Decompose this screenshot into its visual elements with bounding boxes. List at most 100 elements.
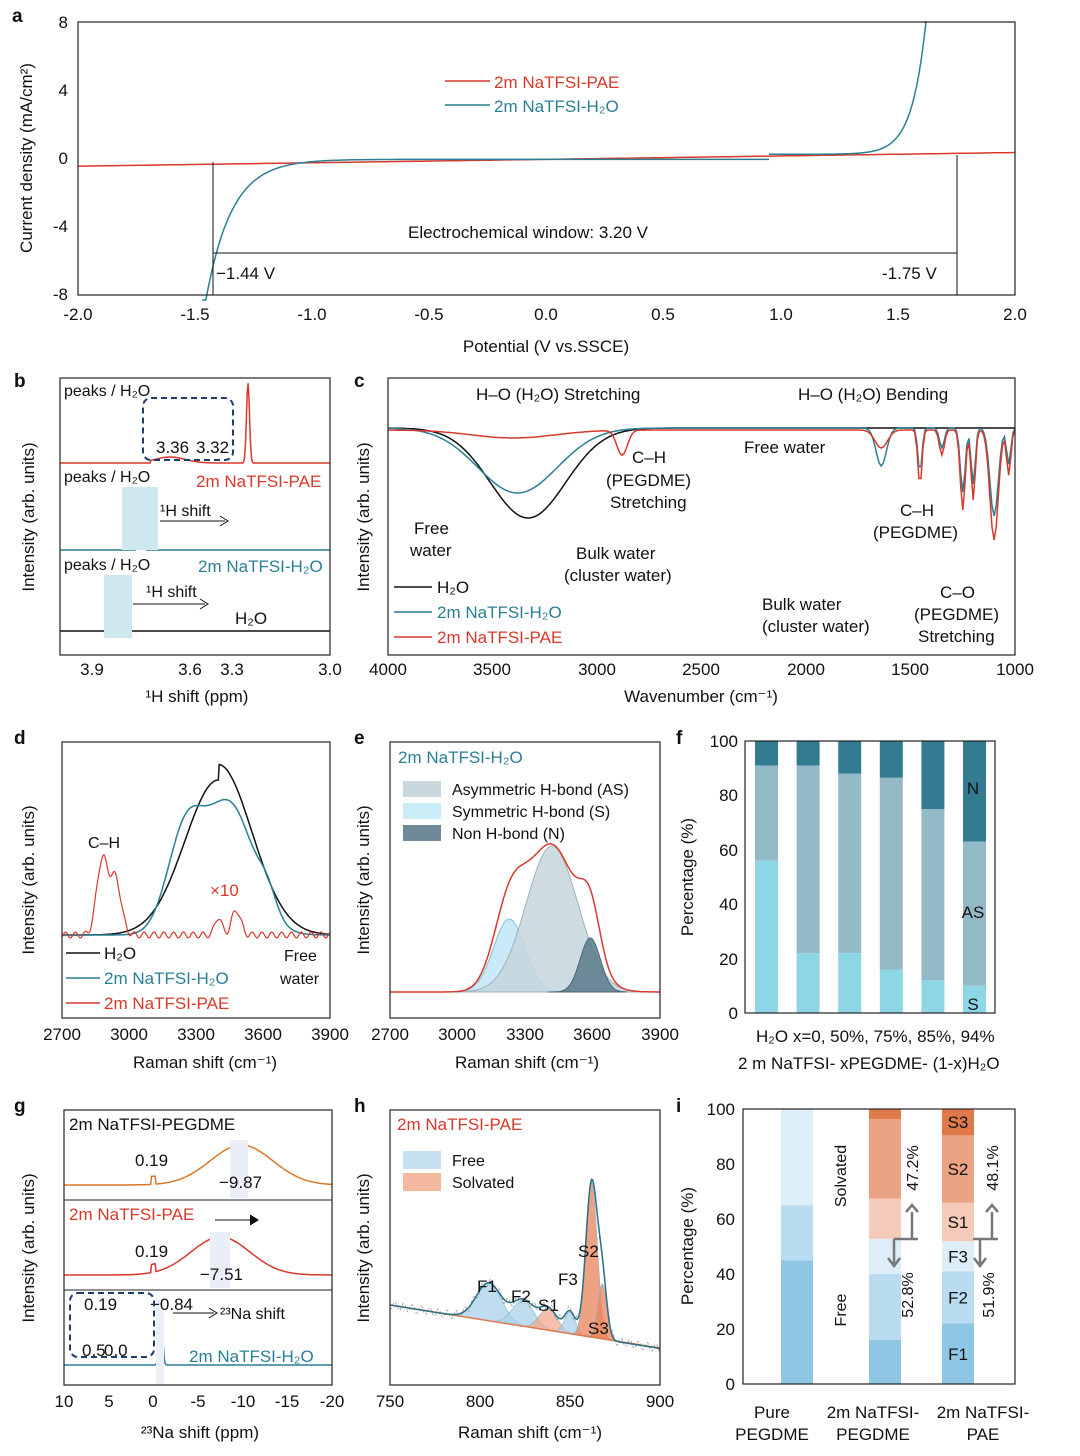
trace-h2o — [64, 1304, 332, 1366]
annotation: Bulk water — [576, 544, 656, 563]
label: peaks / H₂O — [64, 469, 150, 486]
inset-tick: 0.5 — [82, 1341, 106, 1360]
bar-F1-1 — [869, 1340, 901, 1384]
tick: 100 — [710, 732, 738, 751]
annotation: (PEGDME) — [606, 471, 691, 490]
tick: 3600 — [244, 1025, 282, 1044]
x-axis-label: Wavenumber (cm⁻¹) — [624, 687, 778, 706]
tick: 3900 — [311, 1025, 349, 1044]
trace-h2o-salt — [62, 798, 330, 936]
tick: 40 — [716, 1265, 735, 1284]
panel-e: 2m NaTFSI-H₂O Asymmetric H-bond (AS) Sym… — [354, 741, 679, 1072]
y-axis-label: Intensity (arb. units) — [19, 805, 38, 954]
tick: 60 — [719, 841, 738, 860]
legend-as: Asymmetric H-bond (AS) — [452, 782, 629, 799]
tick: 750 — [376, 1392, 404, 1411]
bar-S-0 — [755, 860, 778, 1013]
panel-d: C–H ×10 Free water H₂O 2m NaTFSI-H₂O 2m … — [19, 741, 349, 1072]
trace-label-pae: 2m NaTFSI-PAE — [196, 472, 321, 491]
annotation: C–O — [940, 583, 975, 602]
peak-label-f3: F3 — [558, 1270, 578, 1289]
tick: 3600 — [573, 1025, 611, 1044]
bar-label: AS — [962, 903, 985, 922]
bar-label: S1 — [948, 1213, 969, 1232]
annotation: C–H — [88, 835, 120, 852]
trace-label: 2m NaTFSI-PEGDME — [69, 1115, 235, 1134]
tick: 800 — [466, 1392, 494, 1411]
legend-n: Non H-bond (N) — [452, 826, 565, 843]
inset-tick: 3.32 — [196, 438, 229, 457]
tick: 10 — [55, 1392, 74, 1411]
category-label: PAE — [967, 1425, 1000, 1444]
bar-label: F2 — [948, 1288, 968, 1307]
bar-label: S3 — [948, 1113, 969, 1132]
annotation: Free — [833, 1293, 850, 1326]
legend-h2o-salt: 2m NaTFSI-H₂O — [104, 969, 229, 988]
tick: -0.5 — [414, 305, 443, 324]
bar-F1-2 — [942, 1323, 974, 1384]
shift-label: ¹H shift — [160, 503, 211, 520]
y-axis-label: Current density (mA/cm²) — [17, 63, 36, 253]
bar-F1-0 — [781, 1260, 813, 1384]
panel-b: peaks / H₂O peaks / H₂O peaks / H₂O 2m N… — [19, 377, 342, 706]
tick: -4 — [53, 217, 68, 236]
peak-as — [457, 845, 650, 993]
bar-S2-2 — [942, 1135, 974, 1203]
panel-letter-g: g — [14, 1096, 26, 1117]
bar-S1-2 — [942, 1202, 974, 1242]
bar-S-5 — [963, 985, 986, 1013]
fit-envelope — [390, 843, 660, 993]
peak-label: −7.51 — [200, 1265, 243, 1284]
tick: -8 — [53, 285, 68, 304]
x-axis-label: Raman shift (cm⁻¹) — [133, 1053, 277, 1072]
tick: 3.0 — [318, 660, 342, 679]
bar-label: S — [967, 995, 978, 1014]
category-label: 2m NaTFSI- — [827, 1403, 920, 1422]
bar-N-4 — [921, 741, 945, 809]
legend-pae: 2m NaTFSI-PAE — [437, 628, 562, 647]
tick: 100 — [707, 1100, 735, 1119]
annotation: Bulk water — [762, 595, 842, 614]
series-h2o-oer — [769, 21, 927, 155]
tick: 2.0 — [1003, 305, 1027, 324]
annotation: (PEGDME) — [914, 605, 999, 624]
annotation: Free water — [744, 438, 826, 457]
panel-letter-h: h — [354, 1096, 366, 1117]
annotation: (PEGDME) — [873, 523, 958, 542]
legend-free: Free — [452, 1153, 485, 1170]
tick: 0.0 — [534, 305, 558, 324]
panel-letter-f: f — [676, 728, 683, 749]
inset-tick: 0.0 — [104, 1341, 128, 1360]
panel-a: -2.0 -1.5 -1.0 -0.5 0.0 0.5 1.0 1.5 2.0 … — [17, 13, 1027, 356]
bar-label: F3 — [948, 1247, 968, 1266]
category-label: Pure — [754, 1403, 790, 1422]
x-axis-label: Raman shift (cm⁻¹) — [458, 1423, 602, 1442]
panel-letter-d: d — [14, 728, 26, 749]
y-axis-label: Percentage (%) — [678, 1187, 697, 1305]
y-axis-label: Intensity (arb. units) — [354, 805, 373, 954]
y-axis-label: Intensity (arb. units) — [354, 442, 373, 591]
trace-label: 2m NaTFSI-PAE — [69, 1205, 194, 1224]
bar-AS-5 — [963, 841, 986, 986]
tick: -1.5 — [180, 305, 209, 324]
trace-pae — [64, 1236, 332, 1276]
tick: 8 — [59, 13, 68, 32]
legend-h2o: H₂O — [104, 944, 136, 963]
bar-N-0 — [755, 741, 778, 766]
peak-n — [547, 937, 628, 993]
annotation: Stretching — [610, 493, 687, 512]
trace-pegdme — [64, 1144, 333, 1186]
annotation: (cluster water) — [564, 566, 672, 585]
right-limit: -1.75 V — [882, 264, 937, 283]
tick: 1000 — [996, 660, 1034, 679]
legend-h2o-salt: 2m NaTFSI-H₂O — [437, 603, 562, 622]
annotation: 47.2% — [905, 1145, 922, 1190]
tick: 20 — [719, 950, 738, 969]
annotation: 51.9% — [981, 1272, 998, 1317]
y-axis-label: Intensity (arb. units) — [19, 442, 38, 591]
label: peaks / H₂O — [64, 383, 150, 400]
annotation: (cluster water) — [762, 617, 870, 636]
window-annotation: Electrochemical window: 3.20 V — [408, 223, 649, 242]
tick: 4 — [59, 81, 68, 100]
